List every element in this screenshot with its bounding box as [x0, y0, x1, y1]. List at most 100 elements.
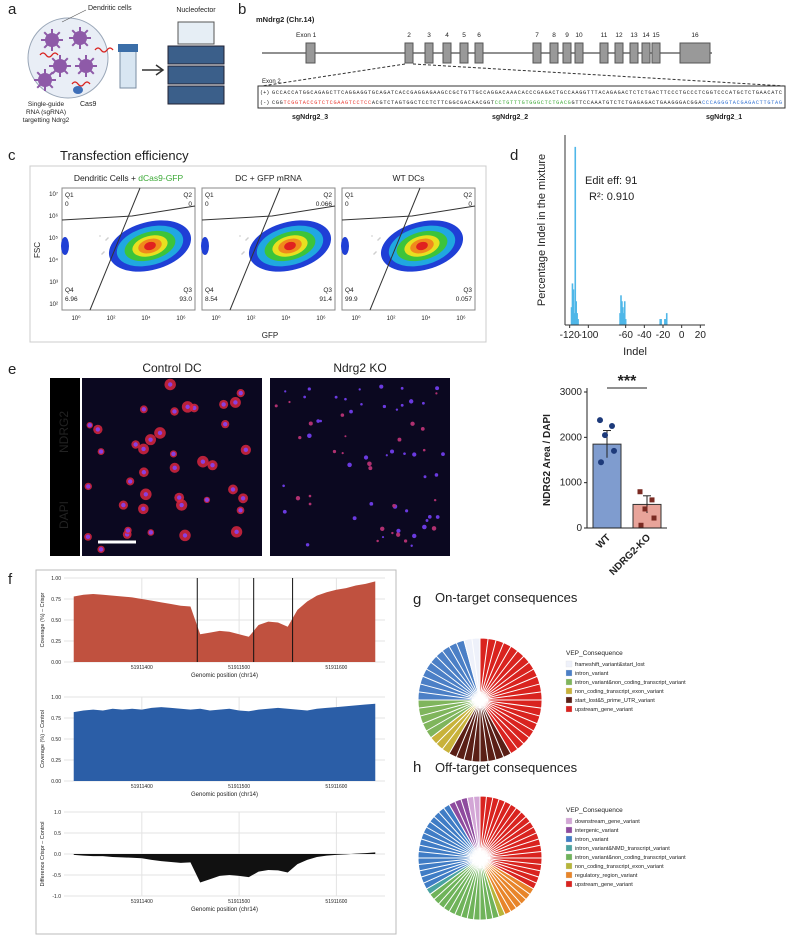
legend-label: regulatory_region_variant: [575, 873, 638, 879]
nucleus-stain: [410, 544, 413, 547]
quadrant-value: 0: [345, 201, 349, 208]
exon-label: Exon 1: [296, 32, 317, 39]
x-tick-label: 20: [695, 330, 707, 341]
quadrant-name: Q4: [345, 287, 354, 294]
nucleus-stain: [391, 531, 394, 535]
nucleus-stain: [316, 419, 320, 423]
nucleus-stain: [274, 404, 278, 408]
quadrant-value: 0: [188, 201, 192, 208]
data-point: [609, 423, 615, 429]
slice-divider: [466, 857, 481, 919]
chart-title: Off-target consequences: [435, 760, 578, 775]
y-tick-label: 0.00: [51, 779, 61, 785]
slice-divider: [479, 857, 487, 920]
exon: [629, 42, 639, 64]
sgrna-drawing: [94, 47, 114, 53]
legend-label: non_coding_transcript_exon_variant: [575, 689, 664, 695]
exon-label: 2: [407, 32, 411, 39]
y-tick-label: 0.5: [54, 831, 61, 837]
nucleus-stain: [98, 449, 104, 454]
legend-swatch: [565, 853, 573, 861]
nucleus-stain: [185, 404, 190, 410]
nucleus-stain: [435, 515, 440, 519]
axis-label: Coverage (%) – Control: [40, 710, 46, 768]
slice-divider: [426, 668, 481, 701]
legend-swatch: [565, 844, 573, 852]
nucleus-stain: [431, 526, 437, 531]
edge-events: [61, 237, 69, 255]
device-block: [167, 45, 225, 65]
exon-label: 8: [552, 32, 556, 39]
axis-label: NDRG2 Area / DAPI: [542, 414, 553, 506]
slice-divider: [479, 857, 522, 905]
slice-divider: [420, 857, 481, 878]
cas9-drawing: [73, 86, 83, 94]
data-point: [598, 459, 604, 466]
bar: [592, 443, 622, 529]
image-title: Control DC: [142, 361, 202, 375]
guide-label: sgNdrg2_2: [492, 114, 528, 121]
bar: [619, 313, 621, 325]
guide-label: sgNdrg2_1: [706, 114, 742, 121]
exon: [679, 42, 711, 64]
x-tick-label: 10⁰: [351, 315, 361, 322]
legend-label: upstream_gene_variant: [575, 882, 633, 888]
exon: [404, 42, 414, 64]
data-point: [638, 522, 644, 528]
event-dot: [243, 251, 245, 253]
event-dot: [101, 253, 103, 255]
quadrant-value: 0: [65, 201, 69, 208]
slice-divider: [479, 857, 537, 884]
y-tick-label: 1.00: [51, 576, 61, 582]
nucleus-stain: [233, 400, 238, 405]
y-tick-label: 3000: [560, 387, 583, 398]
nucleus-stain: [382, 404, 387, 409]
x-tick-label: NDRG2-KO: [608, 532, 654, 578]
bar: [620, 295, 622, 325]
slice-divider: [418, 857, 481, 865]
panel-label: d: [510, 147, 518, 164]
legend-label: intron_variant&non_coding_transcript_var…: [575, 855, 686, 861]
exon-label: 13: [630, 32, 638, 39]
legend-label: frameshift_variant&start_lost: [575, 662, 645, 668]
nucleus-stain: [240, 496, 246, 501]
legend-label: intron_variant: [575, 837, 609, 843]
y-tick-label: 0.75: [51, 716, 61, 722]
slice-divider: [443, 807, 481, 859]
slice-divider: [448, 646, 481, 701]
nucleus-stain: [308, 494, 312, 498]
slice-divider: [479, 699, 534, 732]
y-tick-label: 0.25: [51, 639, 61, 645]
slice-divider: [463, 699, 481, 761]
slice-divider: [423, 857, 481, 884]
bar: [570, 307, 573, 325]
quadrant-value: 0.057: [456, 296, 473, 303]
nucleus-stain: [127, 479, 133, 484]
data-point: [637, 489, 643, 495]
slice-divider: [418, 851, 481, 859]
slice-divider: [441, 699, 481, 750]
nucleus-stain: [121, 502, 126, 508]
nucleus-stain: [171, 451, 176, 457]
device-block: [167, 65, 225, 85]
quadrant-name: Q1: [65, 192, 74, 199]
slice-divider: [479, 668, 534, 701]
gate-line: [229, 187, 281, 311]
slice-divider: [460, 857, 481, 918]
nucleus-stain: [381, 536, 385, 539]
exon-label: Exon 2: [262, 79, 281, 85]
y-tick-label: 10⁴: [49, 257, 59, 264]
bar: [665, 313, 668, 325]
data-point: [611, 447, 617, 454]
bar: [572, 289, 575, 325]
slice-divider: [479, 826, 534, 859]
slice-divider: [426, 699, 481, 732]
nucleus-stain: [243, 447, 249, 453]
nucleus-stain: [344, 435, 347, 438]
event-dot: [241, 253, 243, 255]
slice-divider: [479, 821, 531, 859]
x-tick-label: 51911600: [325, 665, 347, 671]
annotation: R²: 0.910: [589, 191, 634, 203]
axis-label: Percentage Indel in the mixture: [536, 154, 548, 306]
event-dot: [242, 252, 244, 254]
